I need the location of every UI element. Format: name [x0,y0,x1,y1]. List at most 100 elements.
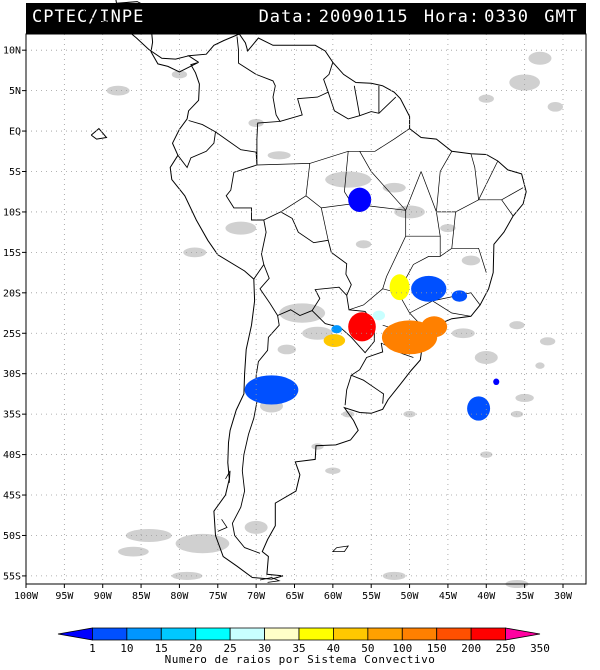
lat-lon-grid [26,34,586,584]
cloud-patch [474,351,498,364]
map-header: CPTEC/INPE Data: 20090115 Hora: 0330 GMT [26,3,586,34]
state-border [320,207,329,241]
lat-label: 55S [3,571,21,582]
colorbar-tick-label: 35 [292,642,305,654]
country-border [350,342,384,404]
convective-system [467,396,491,421]
colorbar-tick-label: 30 [258,642,271,654]
colorbar-swatch [436,627,472,641]
lon-label: 70W [247,591,266,602]
lat-label: 50S [3,531,21,542]
colorbar-swatch [298,627,334,641]
cloud-patch [277,344,297,355]
country-border [277,286,348,317]
lon-label: 85W [132,591,151,602]
colorbar-tick-label: 250 [496,642,516,654]
lon-label: 40W [477,591,496,602]
convective-system [493,378,500,386]
lat-label: 35S [3,410,21,421]
cloud-patch [382,571,406,580]
cloud-patch [244,520,268,534]
lon-label: 65W [285,591,304,602]
state-border [436,151,453,212]
colorbar-swatch [264,627,300,641]
island-coast [225,470,231,483]
cloud-patch [394,205,425,219]
state-border [305,163,311,196]
cloud-patch [267,151,291,160]
date-label: Data: [258,7,315,27]
lon-label: 60W [324,591,343,602]
lon-label: 55W [362,591,381,602]
cloud-patch [355,240,372,249]
cloud-patch [547,101,563,112]
colorbar-swatch [367,627,403,641]
colorbar-swatch [195,627,231,641]
cloud-patch [478,94,494,103]
longitude-labels: 100W 95W 90W 85W 80W 75W 70W 65W 60W 55W 50W 45W 40W… [14,584,573,602]
lat-label: 25S [3,329,21,340]
convective-system [451,290,468,302]
convective-system [411,275,447,302]
state-border [348,288,383,311]
convective-system [323,334,346,348]
cloud-patch [175,533,230,554]
cloud-patch [509,74,540,91]
latitude-labels: 10N 5N EQ 5S 10S 15S 20S 25S 30S 35S 40S 45S 50S 55S [3,46,26,582]
lat-label: 10S [3,207,21,218]
state-border [501,187,524,201]
lon-label: 95W [55,591,74,602]
state-border [478,160,499,200]
colorbar-swatch [470,627,506,641]
colorbar-tick-label: 200 [461,642,481,654]
cloud-patch [440,224,456,233]
convective-system [244,375,299,405]
lat-label: 15S [3,248,21,259]
state-border [470,153,479,200]
state-border [432,292,481,306]
island-coast [259,577,281,583]
cloud-patch [311,443,324,450]
state-border [455,199,514,217]
cloud-patch [342,410,355,418]
lon-label: 90W [94,591,113,602]
colorbar-tick-label: 50 [361,642,374,654]
convective-system [331,325,343,334]
colorbar-swatch [126,627,162,641]
cloud-patch [248,118,264,128]
lat-label: 30S [3,369,21,380]
hour-value: 0330 [484,7,530,27]
cloud-patch [528,51,552,65]
cloud-cover [106,51,563,589]
colorbar-tick-label: 40 [327,642,340,654]
map-frame [25,33,587,585]
timestamp: Data: 20090115 Hora: 0330 GMT [255,7,578,27]
cloud-patch [535,362,545,369]
lightning-map: 100W 95W 90W 85W 80W 75W 70W 65W 60W 55W 50W 45W 40W… [3,0,587,602]
country-border [344,375,352,406]
convective-system [372,310,386,321]
lon-label: 100W [14,591,39,602]
convective-system [421,316,448,338]
country-border [225,164,267,280]
colorbar: 1 10 15 20 25 30 35 40 50 100 150 200 250 350 [57,627,550,654]
country-border [215,131,258,166]
cloud-patch [171,571,203,580]
cloud-patch [461,255,481,266]
convective-system [348,312,376,342]
country-border [177,120,216,169]
state-border [382,210,407,294]
state-border [409,300,471,317]
island-coast [331,545,350,552]
lon-label: 75W [209,591,228,602]
colorbar-tick-label: 350 [530,642,550,654]
colorbar-swatch [333,627,369,641]
colorbar-swatch [160,627,197,641]
country-border [353,85,361,116]
convective-system [389,274,410,301]
lat-label: EQ [9,127,21,138]
country-border [236,36,281,165]
country-border [231,315,280,554]
island-coast [217,519,228,532]
cloud-patch [125,529,172,542]
